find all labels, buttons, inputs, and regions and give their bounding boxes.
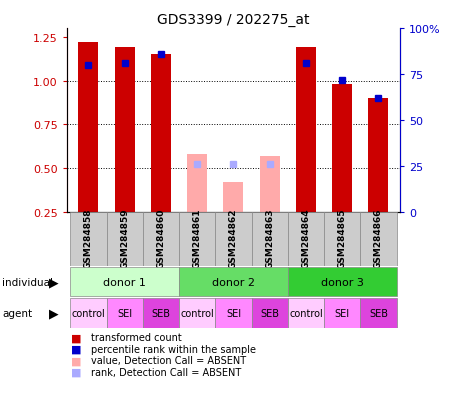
Text: SEI: SEI [225, 308, 241, 318]
Text: GSM284862: GSM284862 [229, 208, 237, 268]
Bar [179, 213, 215, 266]
Text: value, Detection Call = ABSENT: value, Detection Call = ABSENT [90, 356, 245, 366]
Bar [70, 267, 179, 297]
Bar [324, 213, 359, 266]
Text: ▶: ▶ [50, 306, 59, 319]
Bar [106, 213, 142, 266]
Bar [215, 213, 251, 266]
Text: percentile rank within the sample: percentile rank within the sample [90, 344, 255, 354]
Text: ■: ■ [71, 332, 82, 342]
Bar [324, 298, 359, 328]
Bar [331, 85, 352, 213]
Text: GSM284859: GSM284859 [120, 208, 129, 269]
Bar [259, 157, 279, 213]
Bar [151, 55, 171, 213]
Bar [287, 267, 396, 297]
Bar [287, 298, 324, 328]
Bar [251, 298, 287, 328]
Text: individual: individual [2, 277, 53, 287]
Text: control: control [180, 308, 213, 318]
Text: ■: ■ [71, 344, 82, 354]
Text: GSM284860: GSM284860 [156, 208, 165, 268]
Text: control: control [72, 308, 105, 318]
Bar [295, 48, 315, 213]
Text: SEB: SEB [368, 308, 387, 318]
Bar [179, 267, 287, 297]
Bar [287, 213, 324, 266]
Bar [187, 155, 207, 213]
Text: SEI: SEI [334, 308, 349, 318]
Text: ▶: ▶ [50, 275, 59, 288]
Text: GSM284865: GSM284865 [337, 208, 346, 268]
Bar [251, 213, 287, 266]
Bar [70, 213, 106, 266]
Text: donor 3: donor 3 [320, 277, 363, 287]
Text: donor 2: donor 2 [212, 277, 254, 287]
Title: GDS3399 / 202275_at: GDS3399 / 202275_at [157, 12, 309, 26]
Bar [142, 213, 179, 266]
Bar [78, 43, 98, 213]
Bar [359, 298, 396, 328]
Bar [223, 183, 243, 213]
Text: GSM284863: GSM284863 [265, 208, 274, 268]
Text: GSM284861: GSM284861 [192, 208, 201, 268]
Text: GSM284858: GSM284858 [84, 208, 93, 268]
Text: ■: ■ [71, 367, 82, 377]
Bar [142, 298, 179, 328]
Bar [359, 213, 396, 266]
Text: agent: agent [2, 308, 32, 318]
Bar [70, 298, 106, 328]
Text: transformed count: transformed count [90, 332, 181, 342]
Text: SEB: SEB [151, 308, 170, 318]
Text: SEI: SEI [117, 308, 132, 318]
Text: SEB: SEB [260, 308, 279, 318]
Text: donor 1: donor 1 [103, 277, 146, 287]
Text: GSM284866: GSM284866 [373, 208, 382, 268]
Text: GSM284864: GSM284864 [301, 208, 310, 269]
Text: ■: ■ [71, 356, 82, 366]
Bar [368, 99, 387, 213]
Bar [114, 48, 134, 213]
Bar [215, 298, 251, 328]
Text: rank, Detection Call = ABSENT: rank, Detection Call = ABSENT [90, 367, 241, 377]
Bar [179, 298, 215, 328]
Text: control: control [288, 308, 322, 318]
Bar [106, 298, 142, 328]
